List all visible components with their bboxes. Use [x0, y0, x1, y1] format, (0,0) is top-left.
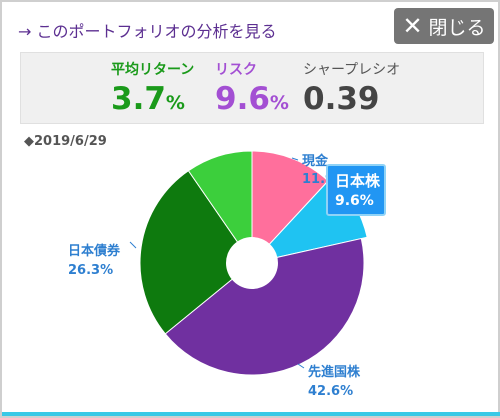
risk-label: リスク: [215, 62, 257, 78]
donut-hole: [226, 237, 278, 289]
slice-dev-equity[interactable]: [164, 237, 365, 376]
slice-label-dev-equity-name: 先進国株: [308, 364, 361, 380]
average-return-label: 平均リターン: [111, 62, 195, 78]
sharpe-ratio-label: シャープレシオ: [303, 62, 401, 78]
slice-label-dev-equity-value: 42.6%: [308, 384, 353, 399]
dev-equity-leader-line: [297, 363, 305, 369]
metrics-box: 平均リターン 3.7% リスク 9.6% シャープレシオ 0.39: [20, 52, 484, 124]
jp-bond-leader-line: [129, 241, 137, 249]
portfolio-analysis-link[interactable]: → このポートフォリオの分析を見る: [18, 22, 277, 41]
close-button[interactable]: ✕ 閉じる: [394, 8, 494, 44]
bottom-accent-bar: [2, 412, 500, 416]
slice-label-jp-bond-value: 26.3%: [68, 263, 113, 278]
risk-unit: %: [269, 92, 289, 114]
cash-leader-line: [291, 157, 299, 161]
average-return-unit: %: [165, 92, 185, 114]
sharpe-ratio-metric: シャープレシオ 0.39: [303, 59, 400, 119]
slice-other[interactable]: [187, 150, 253, 265]
tooltip-name: 日本株: [335, 172, 381, 190]
slice-label-cash-name: 現金: [302, 153, 329, 169]
risk-metric: リスク 9.6%: [215, 59, 289, 119]
tooltip-box: [326, 164, 386, 216]
tooltip-value: 9.6%: [335, 193, 374, 209]
slice-label-jp-bond-name: 日本債券: [68, 243, 121, 259]
average-return-value: 3.7: [111, 81, 166, 117]
slice-jp-bond[interactable]: [139, 170, 253, 335]
chart-date: ◆2019/6/29: [24, 134, 107, 149]
sharpe-ratio-value: 0.39: [303, 81, 380, 117]
tooltip-jp-equity: 日本株 9.6%: [326, 164, 386, 216]
close-icon: ✕: [402, 12, 423, 40]
close-label: 閉じる: [428, 16, 486, 39]
average-return-metric: 平均リターン 3.7%: [111, 59, 194, 119]
risk-value: 9.6: [215, 81, 270, 117]
